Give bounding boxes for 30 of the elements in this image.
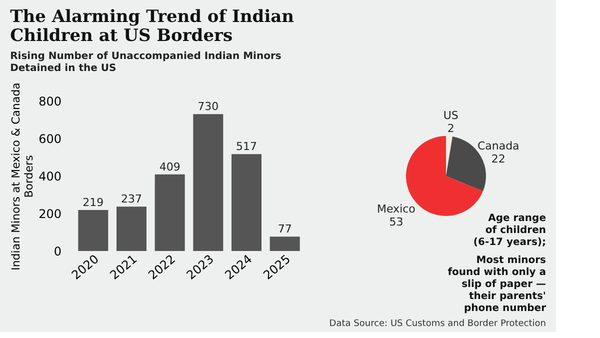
data-label: 53 [389, 215, 404, 228]
data-label: 22 [491, 152, 506, 166]
slice-label: US [443, 109, 458, 122]
data-label: 237 [121, 192, 142, 206]
bar [270, 236, 300, 251]
data-label: 77 [278, 222, 292, 236]
y-tick-label: 0 [54, 244, 62, 258]
bar [154, 174, 185, 251]
bar [78, 210, 108, 251]
data-label: 219 [82, 196, 104, 209]
source-note: Data Source: US Customs and Border Protection [329, 319, 546, 329]
y-axis-title: Indian Minors at Mexico & Canada Borders [10, 82, 36, 270]
y-tick-label: 200 [38, 207, 62, 221]
data-label: 517 [236, 140, 257, 154]
text: Age range of children (6-17 years); [473, 213, 546, 248]
y-tick-label: 800 [38, 94, 62, 108]
y-tick-label: 400 [38, 170, 62, 184]
bar [232, 154, 262, 251]
bar [116, 206, 146, 251]
bar [193, 114, 224, 251]
chart-subtitle: Rising Number of Unaccompanied Indian Minors Detained in the US [10, 51, 282, 74]
text: Most minors found with only a slip of paper — their parents' phone number [448, 255, 546, 314]
data-label: 2 [447, 122, 454, 136]
slice-label: Canada [477, 140, 520, 153]
data-label: 730 [198, 100, 219, 114]
y-tick-label: 600 [38, 132, 62, 146]
pie-slice [446, 136, 452, 176]
data-label: 409 [159, 160, 180, 174]
chart-title: The Alarming Trend of Indian Children at US Borders [10, 7, 294, 46]
slice-label: Mexico [376, 202, 416, 216]
